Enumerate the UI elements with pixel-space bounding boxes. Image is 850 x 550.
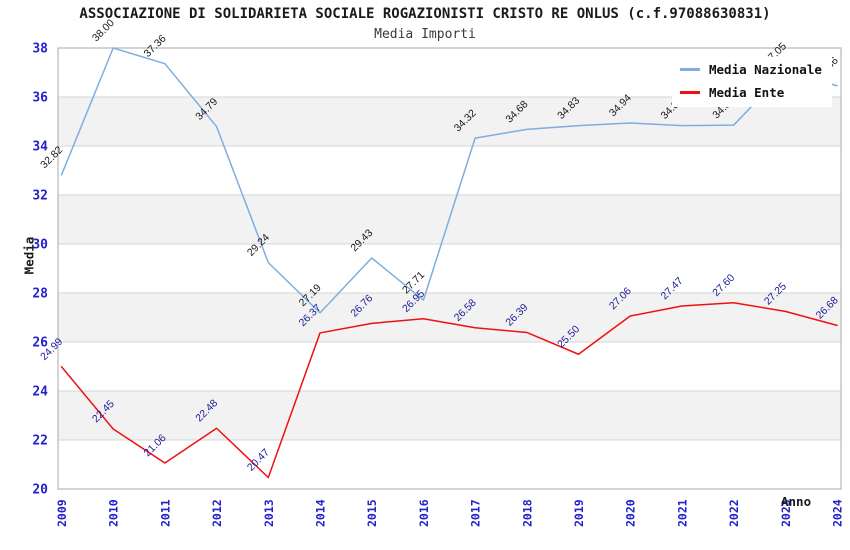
svg-text:2017: 2017 (469, 499, 483, 527)
svg-text:2021: 2021 (675, 499, 689, 527)
chart-title: ASSOCIAZIONE DI SOLIDARIETA SOCIALE ROGA… (79, 6, 771, 22)
svg-text:2020: 2020 (624, 499, 638, 527)
x-tick-labels: 2009 2010 2011 2012 2013 2014 2015 2016 2017 2018… (55, 499, 845, 527)
legend-item-media-nazionale: Media Nazionale (680, 62, 822, 77)
svg-text:30: 30 (32, 238, 48, 253)
plot-frame (57, 47, 842, 490)
x-axis-title: Anno (781, 494, 812, 509)
svg-text:2009: 2009 (55, 499, 69, 527)
svg-text:2019: 2019 (572, 499, 586, 527)
svg-text:22: 22 (32, 434, 48, 449)
svg-text:2011: 2011 (158, 499, 172, 527)
svg-text:24: 24 (32, 385, 48, 400)
svg-text:2010: 2010 (107, 499, 121, 527)
y-axis-title: Media (21, 236, 37, 275)
svg-text:2024: 2024 (831, 499, 845, 527)
legend-item-media-ente: Media Ente (680, 85, 822, 100)
chart-subtitle: Media Importi (374, 27, 476, 42)
svg-text:2015: 2015 (365, 499, 379, 527)
legend-label-media-ente: Media Ente (709, 85, 785, 100)
svg-text:2013: 2013 (262, 499, 276, 527)
svg-text:37.36: 37.36 (142, 33, 169, 60)
svg-text:2014: 2014 (314, 499, 328, 527)
svg-text:26: 26 (32, 336, 48, 351)
svg-text:2018: 2018 (520, 499, 534, 527)
y-tick-labels: 20 22 24 26 28 30 32 34 36 38 (32, 42, 48, 498)
svg-text:38: 38 (32, 42, 48, 57)
svg-text:36: 36 (32, 91, 48, 106)
media-ente-line-swatch-icon (680, 91, 700, 94)
svg-text:32: 32 (32, 189, 48, 204)
grid-bands (58, 97, 841, 440)
svg-text:2022: 2022 (727, 499, 741, 527)
svg-text:20: 20 (32, 483, 48, 498)
svg-text:20.47: 20.47 (245, 446, 272, 473)
svg-text:2016: 2016 (417, 499, 431, 527)
svg-text:38.00: 38.00 (90, 17, 117, 44)
svg-text:34: 34 (32, 140, 48, 155)
legend-label-media-nazionale: Media Nazionale (709, 62, 822, 77)
svg-text:2023: 2023 (779, 499, 793, 527)
svg-text:28: 28 (32, 287, 48, 302)
svg-text:2012: 2012 (210, 499, 224, 527)
media-nazionale-line-swatch-icon (680, 68, 700, 71)
legend: Media Nazionale Media Ente (672, 57, 832, 107)
